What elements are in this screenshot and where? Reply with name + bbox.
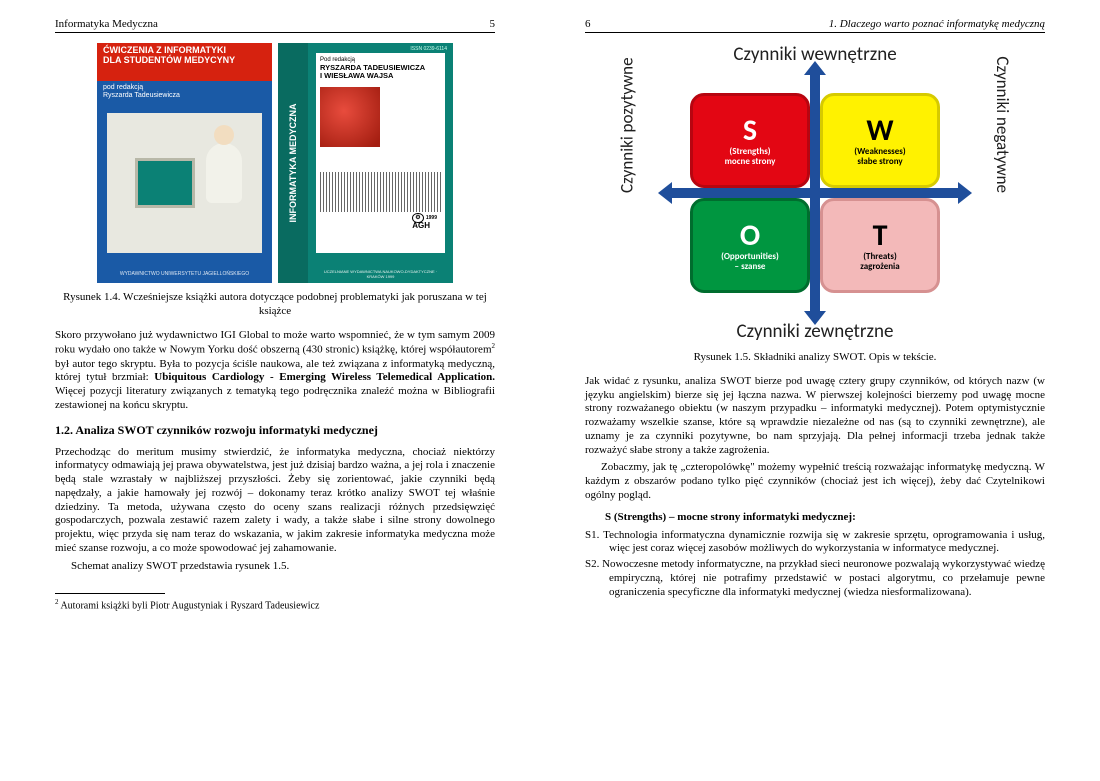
strength-item-2: S2. Nowoczesne metody informatyczne, na … — [585, 558, 1045, 599]
person-icon — [206, 143, 242, 203]
agh-logo: ⚙ 1999 AGH — [412, 212, 437, 230]
book-cover-teal: INFORMATYKA MEDYCZNA ISSN 0239-6114 Pod … — [278, 43, 453, 283]
book-blue-subinfo: pod redakcją Ryszarda Tadeusiewicza — [97, 81, 272, 104]
monitor-icon — [135, 158, 195, 208]
section-heading-1-2: 1.2. Analiza SWOT czynników rozwoju info… — [55, 423, 495, 438]
swot-cell-w: W (Weaknesses) słabe strony — [820, 93, 940, 188]
swot-cell-t: T (Threats) zagrożenia — [820, 198, 940, 293]
swot-core: S (Strengths) mocne strony W (Weaknesses… — [670, 73, 960, 313]
left-paragraph-3: Schemat analizy SWOT przedstawia rysunek… — [55, 560, 495, 574]
footnote-text: 2 Autorami książki byli Piotr Augustynia… — [55, 598, 495, 611]
page-left: Informatyka Medyczna 5 ĆWICZENIA Z INFOR… — [0, 0, 550, 781]
footnote-separator — [55, 593, 165, 594]
arrowhead-up-icon — [804, 61, 826, 75]
swot-label-left: Czynniki pozytywne — [617, 57, 638, 193]
swot-cell-o: O (Opportunities) – szanse — [690, 198, 810, 293]
page-number: 6 — [585, 18, 591, 30]
right-paragraph-2: Zobaczmy, jak tę „czteropolówkę" możemy … — [585, 461, 1045, 502]
book-cover-blue: ĆWICZENIA Z INFORMATYKI DLA STUDENTÓW ME… — [97, 43, 272, 283]
issn-label: ISSN 0239-6114 — [410, 46, 447, 52]
arrowhead-right-icon — [958, 182, 972, 204]
right-paragraph-1: Jak widać z rysunku, analiza SWOT bierze… — [585, 375, 1045, 458]
left-paragraph-2: Przechodząc do meritum musimy stwierdzić… — [55, 446, 495, 556]
book-teal-panel: Pod redakcją RYSZARDA TADEUSIEWICZA I WI… — [316, 53, 445, 253]
book-teal-cover: ISSN 0239-6114 Pod redakcją RYSZARDA TAD… — [308, 43, 453, 283]
swot-label-right: Czynniki negatywne — [993, 56, 1014, 193]
figure-1-4: ĆWICZENIA Z INFORMATYKI DLA STUDENTÓW ME… — [55, 43, 495, 283]
left-paragraph-1: Skoro przywołano już wydawnictwo IGI Glo… — [55, 329, 495, 413]
swot-cell-s: S (Strengths) mocne strony — [690, 93, 810, 188]
waveform-icon — [320, 172, 441, 212]
swot-grid: S (Strengths) mocne strony W (Weaknesses… — [690, 93, 940, 293]
page-right: 6 1. Dlaczego warto poznać informatykę m… — [550, 0, 1100, 781]
book-teal-bottom: UCZELNIANE WYDAWNICTWA NAUKOWO-DYDAKTYCZ… — [316, 269, 445, 279]
book-blue-illustration — [107, 113, 262, 253]
running-title: Informatyka Medyczna — [55, 18, 158, 30]
header-right: 6 1. Dlaczego warto poznać informatykę m… — [585, 18, 1045, 33]
figure-1-4-caption: Rysunek 1.4. Wcześniejsze książki autora… — [55, 291, 495, 319]
header-left: Informatyka Medyczna 5 — [55, 18, 495, 33]
book-blue-publisher: WYDAWNICTWO UNIWERSYTETU JAGIELLOŃSKIEGO — [97, 271, 272, 277]
swot-diagram: Czynniki wewnętrzne Czynniki zewnętrzne … — [625, 43, 1005, 343]
arrowhead-down-icon — [804, 311, 826, 325]
chapter-title: 1. Dlaczego warto poznać informatykę med… — [829, 18, 1045, 30]
page-number: 5 — [490, 18, 496, 30]
red-texture-icon — [320, 87, 380, 147]
figure-1-5-caption: Rysunek 1.5. Składniki analizy SWOT. Opi… — [585, 351, 1045, 365]
book-teal-art: ⚙ 1999 AGH — [320, 87, 441, 232]
arrowhead-left-icon — [658, 182, 672, 204]
strength-item-1: S1. Technologia informatyczna dynamiczni… — [585, 529, 1045, 557]
strengths-heading: S (Strengths) – mocne strony informatyki… — [585, 511, 1045, 523]
footnote-ref: 2 — [492, 342, 496, 350]
book-teal-spine: INFORMATYKA MEDYCZNA — [278, 43, 308, 283]
book-blue-title: ĆWICZENIA Z INFORMATYKI DLA STUDENTÓW ME… — [97, 43, 272, 81]
